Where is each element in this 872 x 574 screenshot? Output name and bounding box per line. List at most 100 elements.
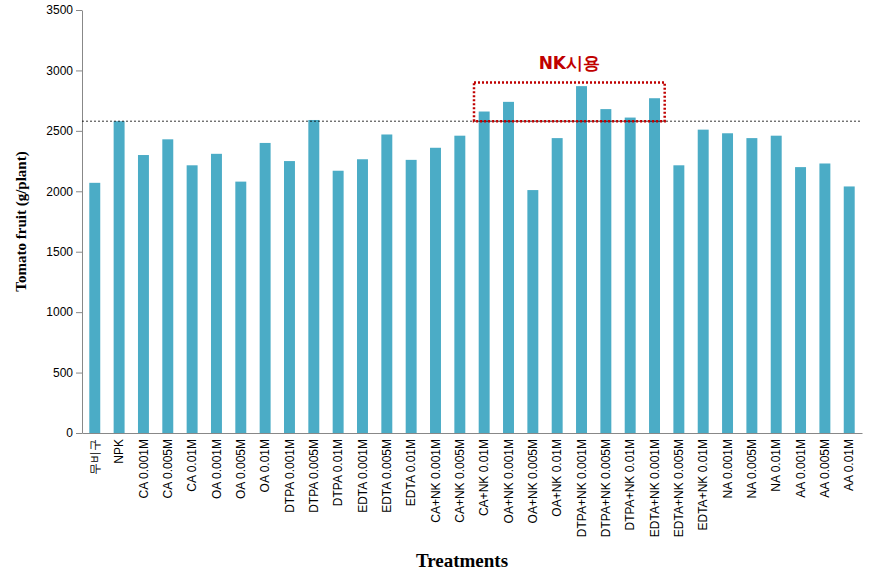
- bar: [844, 186, 855, 433]
- bar: [527, 190, 538, 433]
- bar: [649, 98, 660, 433]
- y-tick-label: 500: [53, 366, 73, 380]
- x-tick-label: CA 0.005M: [161, 439, 175, 498]
- y-tick-mark: [76, 191, 82, 192]
- x-tick-label: DTPA+NK 0.005M: [599, 439, 613, 537]
- x-tick-label: OA 0.001M: [210, 439, 224, 499]
- bar: [235, 182, 246, 433]
- x-tick: OA+NK 0.001M: [502, 433, 516, 523]
- bar: [114, 121, 125, 433]
- y-tick: 0: [66, 426, 82, 440]
- x-tick: CA 0.01M: [185, 433, 199, 492]
- x-tick: EDTA 0.01M: [404, 433, 418, 506]
- x-tick-label: CA+NK 0.01M: [477, 439, 491, 516]
- x-tick: OA 0.005M: [234, 433, 248, 499]
- x-tick: NPK: [112, 433, 126, 464]
- x-tick: DTPA+NK 0.01M: [623, 433, 637, 530]
- x-tick: EDTA 0.005M: [380, 433, 394, 513]
- x-tick: OA+NK 0.005M: [526, 433, 540, 523]
- x-tick-label: EDTA 0.001M: [356, 439, 370, 513]
- x-tick-label: OA+NK 0.005M: [526, 439, 540, 523]
- x-tick: DTPA 0.005M: [307, 433, 321, 513]
- x-tick-label: CA 0.001M: [137, 439, 151, 498]
- bar: [771, 136, 782, 433]
- x-tick-label: NPK: [112, 439, 126, 464]
- y-tick-mark: [76, 70, 82, 71]
- bar: [260, 143, 271, 433]
- marks: [82, 86, 862, 433]
- x-tick-label: OA+NK 0.001M: [502, 439, 516, 523]
- x-axis: 무비구NPKCA 0.001MCA 0.005MCA 0.01MOA 0.001…: [83, 433, 863, 537]
- bar: [357, 159, 368, 433]
- y-tick-mark: [76, 252, 82, 253]
- x-tick-label: EDTA 0.005M: [380, 439, 394, 513]
- x-tick-label: CA+NK 0.001M: [429, 439, 443, 523]
- x-tick-label: AA 0.005M: [818, 439, 832, 498]
- bar: [211, 154, 222, 433]
- x-tick-label: EDTA 0.01M: [404, 439, 418, 506]
- y-tick: 3500: [46, 3, 82, 17]
- bar: [600, 109, 611, 433]
- x-tick-label: AA 0.01M: [842, 439, 856, 491]
- x-tick: NA 0.005M: [745, 433, 759, 498]
- y-tick-label: 0: [66, 426, 73, 440]
- x-tick: AA 0.005M: [818, 433, 832, 498]
- y-tick-label: 3500: [46, 3, 73, 17]
- bar: [333, 171, 344, 433]
- bar: [454, 136, 465, 433]
- y-tick-mark: [76, 433, 82, 434]
- x-tick-label: AA 0.001M: [794, 439, 808, 498]
- x-tick: OA 0.01M: [258, 433, 272, 492]
- x-tick: DTPA+NK 0.001M: [575, 433, 589, 537]
- x-tick-label: DTPA 0.005M: [307, 439, 321, 513]
- x-tick-label: DTPA 0.001M: [283, 439, 297, 513]
- x-tick: EDTA 0.001M: [356, 433, 370, 513]
- y-tick-label: 1500: [46, 245, 73, 259]
- x-tick: CA+NK 0.001M: [429, 433, 443, 523]
- bar: [381, 134, 392, 433]
- x-tick-label: EDTA+NK 0.005M: [672, 439, 686, 537]
- annotation-text: NK시용: [539, 53, 600, 73]
- bar: [503, 102, 514, 433]
- x-tick-label: OA 0.005M: [234, 439, 248, 499]
- x-tick: CA 0.001M: [137, 433, 151, 498]
- x-tick-label: NA 0.005M: [745, 439, 759, 498]
- y-tick-label: 2500: [46, 124, 73, 138]
- y-tick-label: 1000: [46, 305, 73, 319]
- bar: [576, 86, 587, 433]
- y-tick-mark: [76, 131, 82, 132]
- x-tick-label: EDTA+NK 0.001M: [648, 439, 662, 537]
- bar: [406, 160, 417, 433]
- x-tick-label: DTPA+NK 0.001M: [575, 439, 589, 537]
- bar: [625, 118, 636, 433]
- y-tick: 2000: [46, 185, 82, 199]
- x-tick-label: EDTA+NK 0.01M: [696, 439, 710, 530]
- y-tick-mark: [76, 373, 82, 374]
- x-tick: NA 0.01M: [769, 433, 783, 492]
- bar: [162, 139, 173, 433]
- bar: [746, 138, 757, 433]
- x-axis-line: [83, 433, 863, 434]
- x-tick-label: NA 0.01M: [769, 439, 783, 492]
- x-tick: OA+NK 0.01M: [550, 433, 564, 517]
- x-tick: EDTA+NK 0.005M: [672, 433, 686, 537]
- bar: [138, 155, 149, 433]
- y-tick-label: 3000: [46, 64, 73, 78]
- annotation-box: [474, 83, 665, 122]
- x-tick: DTPA 0.01M: [331, 433, 345, 506]
- x-tick: EDTA+NK 0.001M: [648, 433, 662, 537]
- y-tick-mark: [76, 10, 82, 11]
- y-tick-label: 2000: [46, 185, 73, 199]
- x-tick-label: CA 0.01M: [185, 439, 199, 492]
- bar: [552, 138, 563, 433]
- bar: [187, 165, 198, 433]
- x-tick: CA+NK 0.005M: [453, 433, 467, 523]
- x-tick: DTPA+NK 0.005M: [599, 433, 613, 537]
- y-tick: 1000: [46, 305, 82, 319]
- plot: 0500100015002000250030003500무비구NPKCA 0.0…: [46, 3, 862, 537]
- x-tick: NA 0.001M: [721, 433, 735, 498]
- bar: [722, 133, 733, 433]
- x-tick: EDTA+NK 0.01M: [696, 433, 710, 530]
- x-tick-label: OA+NK 0.01M: [550, 439, 564, 517]
- bar: [819, 163, 830, 433]
